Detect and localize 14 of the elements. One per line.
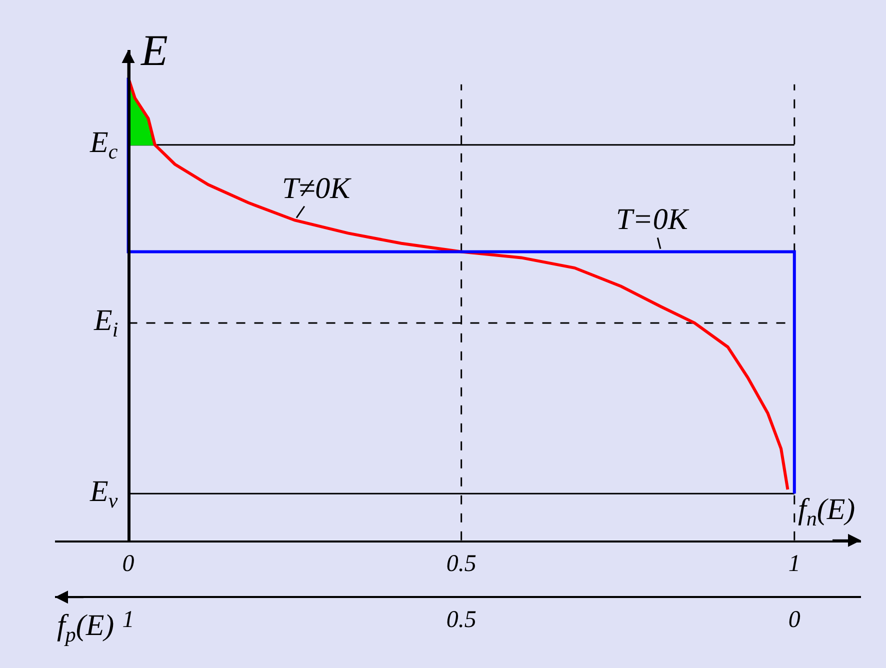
ref-line-label: E$_{i}$ — [93, 304, 118, 342]
x2-tick-label: 0 — [788, 606, 800, 633]
x-tick-label: 0 — [122, 551, 134, 578]
x-axis-title: f$_{n}$(E) — [798, 493, 856, 530]
x2-tick-label: 0.5 — [446, 606, 476, 633]
series-label: T=0K — [616, 203, 690, 236]
ref-line-label: E$_{c}$ — [89, 126, 118, 164]
x-tick-label: 1 — [788, 551, 800, 578]
x2-tick-label: 1 — [122, 606, 134, 633]
y-axis-title: E — [140, 26, 168, 75]
x2-axis-title: f$_{p}$(E) — [57, 609, 114, 646]
ref-line-label: E$_{v}$ — [89, 475, 118, 512]
series-label: T≠0K — [282, 172, 352, 205]
x-tick-label: 0.5 — [446, 551, 476, 578]
